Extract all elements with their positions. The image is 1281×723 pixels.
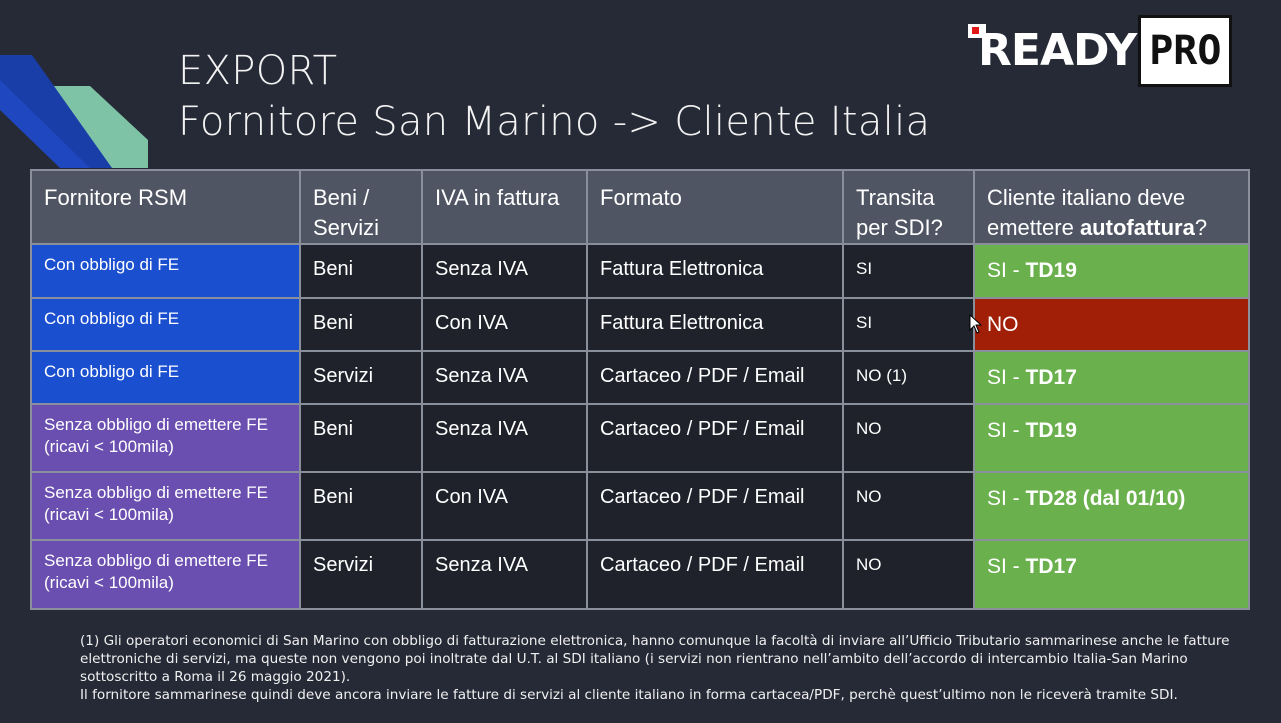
header-fornitore: Fornitore RSM bbox=[30, 169, 301, 245]
cell-sdi: SI bbox=[842, 297, 975, 352]
cell-autofattura: SI - TD19 bbox=[973, 403, 1250, 473]
cell-tipo: Servizi bbox=[299, 539, 423, 610]
cell-iva: Senza IVA bbox=[421, 403, 588, 473]
header-autofattura-post: ? bbox=[1194, 215, 1208, 240]
cell-tipo: Beni bbox=[299, 297, 423, 352]
cell-formato: Fattura Elettronica bbox=[586, 297, 844, 352]
table-row: Con obbligo di FE Beni Con IVA Fattura E… bbox=[30, 297, 1250, 352]
cell-iva: Senza IVA bbox=[421, 243, 588, 299]
cell-fornitore: Con obbligo di FE bbox=[30, 243, 301, 299]
table-row: Senza obbligo di emettere FE (ricavi < 10… bbox=[30, 539, 1250, 610]
footnote-line1: (1) Gli operatori economici di San Marin… bbox=[80, 633, 1230, 685]
rsm-line1: Con obbligo di FE bbox=[44, 255, 180, 274]
footnote-line2: Il fornitore sammarinese quindi deve anc… bbox=[80, 687, 1178, 703]
cell-iva: Con IVA bbox=[421, 297, 588, 352]
rsm-line2: (ricavi < 100mila) bbox=[44, 437, 174, 456]
cell-sdi: NO bbox=[842, 403, 975, 473]
table-row: Con obbligo di FE Beni Senza IVA Fattura… bbox=[30, 243, 1250, 299]
header-autofattura: Cliente italiano deve emettere autofattu… bbox=[973, 169, 1250, 245]
cell-formato: Cartaceo / PDF / Email bbox=[586, 471, 844, 541]
autofattura-prefix: SI - bbox=[987, 366, 1026, 389]
mouse-pointer-icon bbox=[969, 314, 983, 334]
autofattura-prefix: SI - bbox=[987, 419, 1026, 442]
cell-tipo: Beni bbox=[299, 243, 423, 299]
cell-sdi: NO (1) bbox=[842, 350, 975, 405]
autofattura-code: TD17 bbox=[1025, 366, 1077, 389]
autofattura-prefix: SI - bbox=[987, 259, 1026, 282]
header-formato: Formato bbox=[586, 169, 844, 245]
rsm-line1: Senza obbligo di emettere FE bbox=[44, 483, 268, 502]
header-autofattura-bold: autofattura bbox=[1079, 215, 1195, 240]
cell-iva: Senza IVA bbox=[421, 350, 588, 405]
export-table: Fornitore RSM Beni / Servizi IVA in fatt… bbox=[30, 169, 1250, 610]
table-row: Con obbligo di FE Servizi Senza IVA Cart… bbox=[30, 350, 1250, 405]
cell-tipo: Servizi bbox=[299, 350, 423, 405]
cell-fornitore: Con obbligo di FE bbox=[30, 350, 301, 405]
table-row: Senza obbligo di emettere FE (ricavi < 10… bbox=[30, 403, 1250, 473]
table-row: Senza obbligo di emettere FE (ricavi < 10… bbox=[30, 471, 1250, 541]
cell-sdi: SI bbox=[842, 243, 975, 299]
decorative-stripes bbox=[0, 55, 148, 168]
cell-formato: Cartaceo / PDF / Email bbox=[586, 403, 844, 473]
rsm-line1: Senza obbligo di emettere FE bbox=[44, 551, 268, 570]
cell-autofattura: SI - TD17 bbox=[973, 350, 1250, 405]
header-sdi: Transita per SDI? bbox=[842, 169, 975, 245]
autofattura-code: TD28 (dal 01/10) bbox=[1025, 487, 1186, 510]
cell-iva: Senza IVA bbox=[421, 539, 588, 610]
ready-pro-logo: READY PRO bbox=[968, 14, 1233, 88]
rsm-line1: Con obbligo di FE bbox=[44, 309, 180, 328]
rsm-line2: (ricavi < 100mila) bbox=[44, 573, 174, 592]
logo-text-ready: READY bbox=[978, 25, 1137, 76]
cell-sdi: NO bbox=[842, 539, 975, 610]
slide-title-line2: Fornitore San Marino -> Cliente Italia bbox=[178, 99, 931, 145]
header-autofattura-pre: Cliente italiano deve emettere bbox=[987, 185, 1186, 240]
cell-autofattura: NO bbox=[973, 297, 1250, 352]
cell-autofattura: SI - TD19 bbox=[973, 243, 1250, 299]
autofattura-code: TD19 bbox=[1025, 419, 1077, 442]
logo-mark-icon bbox=[968, 24, 986, 38]
cell-formato: Cartaceo / PDF / Email bbox=[586, 350, 844, 405]
slide-title: EXPORT Fornitore San Marino -> Cliente I… bbox=[178, 46, 930, 148]
autofattura-code: TD17 bbox=[1025, 555, 1077, 578]
autofattura-prefix: SI - bbox=[987, 555, 1026, 578]
cell-tipo: Beni bbox=[299, 471, 423, 541]
cell-tipo: Beni bbox=[299, 403, 423, 473]
header-beni-servizi: Beni / Servizi bbox=[299, 169, 423, 245]
rsm-line1: Con obbligo di FE bbox=[44, 362, 180, 381]
cell-autofattura: SI - TD28 (dal 01/10) bbox=[973, 471, 1250, 541]
slide-title-line1: EXPORT bbox=[178, 48, 338, 94]
cell-sdi: NO bbox=[842, 471, 975, 541]
cell-formato: Fattura Elettronica bbox=[586, 243, 844, 299]
autofattura-prefix: SI - bbox=[987, 487, 1026, 510]
cell-fornitore: Senza obbligo di emettere FE (ricavi < 10… bbox=[30, 471, 301, 541]
cell-fornitore: Con obbligo di FE bbox=[30, 297, 301, 352]
cell-autofattura: SI - TD17 bbox=[973, 539, 1250, 610]
footnote: (1) Gli operatori economici di San Marin… bbox=[80, 632, 1230, 704]
cell-formato: Cartaceo / PDF / Email bbox=[586, 539, 844, 610]
cell-fornitore: Senza obbligo di emettere FE (ricavi < 10… bbox=[30, 403, 301, 473]
rsm-line1: Senza obbligo di emettere FE bbox=[44, 415, 268, 434]
rsm-line2: (ricavi < 100mila) bbox=[44, 505, 174, 524]
cell-iva: Con IVA bbox=[421, 471, 588, 541]
table-header-row: Fornitore RSM Beni / Servizi IVA in fatt… bbox=[30, 169, 1250, 245]
cell-fornitore: Senza obbligo di emettere FE (ricavi < 10… bbox=[30, 539, 301, 610]
autofattura-code: TD19 bbox=[1025, 259, 1077, 282]
autofattura-prefix: NO bbox=[987, 313, 1019, 336]
header-iva: IVA in fattura bbox=[421, 169, 588, 245]
logo-text-pro: PRO bbox=[1138, 15, 1233, 87]
